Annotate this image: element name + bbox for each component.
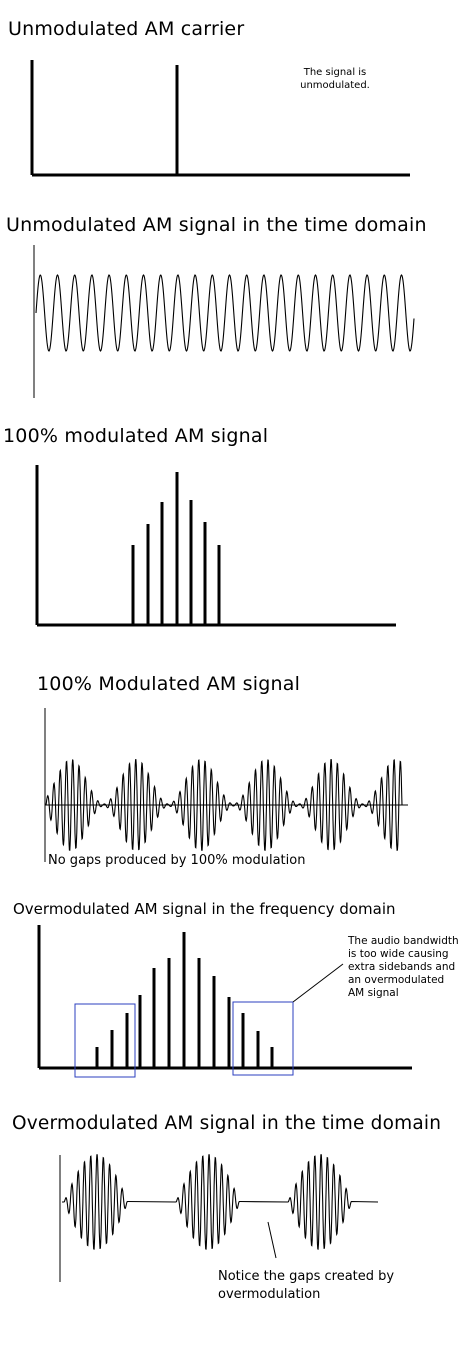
extra-sidebands-box-left [74,1003,136,1078]
section-title-unmodulated-time: Unmodulated AM signal in the time domain [6,214,427,236]
unmodulated-time-signal [33,245,415,398]
overmod-spectrum [37,925,412,1078]
callout-line: AM signal [348,987,399,999]
carrier-note: The signal is unmodulated. [290,66,380,92]
mod100-time-signal [44,708,408,862]
overmod-caption: Notice the gaps created by overmodulatio… [218,1268,418,1304]
callout-line: is too wide causing [348,948,449,960]
extra-sidebands-box-right [232,1001,294,1076]
unmodulated-waveform [35,274,415,352]
overmod-caption-line2: overmodulation [218,1287,321,1302]
callout-line: an overmodulated [348,974,445,986]
section-title-mod100-time: 100% Modulated AM signal [37,673,301,695]
section-title-unmodulated-carrier: Unmodulated AM carrier [8,18,245,40]
overmod-caption-line1: Notice the gaps created by [218,1269,395,1284]
carrier-note-line2: unmodulated. [300,80,370,91]
overmod-callout: The audio bandwidth is too wide causing … [348,935,463,1000]
section-title-mod100-spectrum: 100% modulated AM signal [3,425,269,447]
unmodulated-carrier-spectrum [30,60,410,177]
mod100-spectrum [35,465,396,627]
mod100-waveform [45,759,403,851]
gap-pointer [267,1221,277,1259]
callout-pointer [292,963,344,1003]
section-title-overmod-time: Overmodulated AM signal in the time doma… [12,1113,442,1134]
mod100-caption: No gaps produced by 100% modulation [48,853,306,868]
overmod-waveform [62,1154,379,1250]
carrier-note-line1: The signal is [303,67,367,78]
overmod-time-signal [59,1154,379,1282]
callout-line: The audio bandwidth [348,935,459,947]
callout-line: extra sidebands and [348,961,456,973]
section-title-overmod-spectrum: Overmodulated AM signal in the frequency… [13,900,396,918]
